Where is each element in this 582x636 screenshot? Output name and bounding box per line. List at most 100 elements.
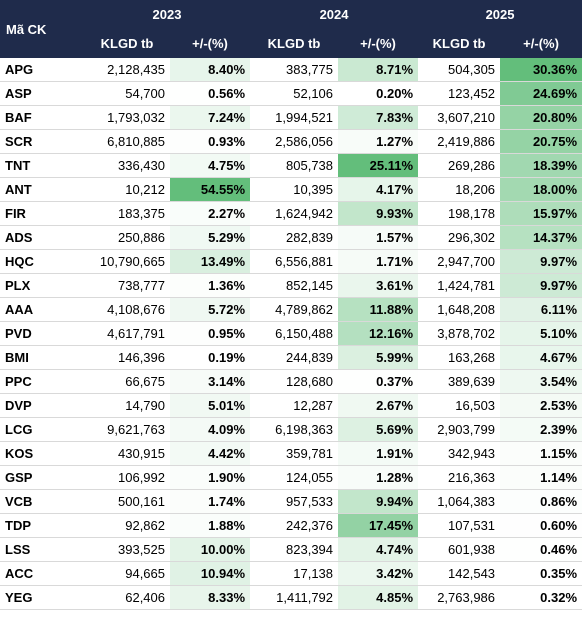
table-body: APG 2,128,435 8.40% 383,775 8.71% 504,305 30.3… (0, 58, 582, 610)
table-row: APG 2,128,435 8.40% 383,775 8.71% 504,305 30.3… (0, 58, 582, 82)
table-row: BAF 1,793,032 7.24% 1,994,521 7.83% 3,607,210… (0, 105, 582, 130)
avg-volume: 383,775 (250, 58, 339, 82)
table-row: KOS 430,915 4.42% 359,781 1.91% 342,943 1.15% (0, 441, 582, 466)
avg-volume: 9,621,763 (84, 417, 170, 442)
stock-code: SCR (0, 129, 84, 154)
table-row: HQC 10,790,665 13.49% 6,556,881 1.71% 2,947,7… (0, 249, 582, 274)
change-percent: 6.11% (500, 297, 582, 322)
avg-volume: 142,543 (418, 561, 501, 586)
table-row: FIR 183,375 2.27% 1,624,942 9.93% 198,178 15.9… (0, 201, 582, 226)
avg-volume: 1,648,208 (418, 297, 501, 322)
stock-code: ADS (0, 225, 84, 250)
stock-code: PVD (0, 321, 84, 346)
change-percent: 15.97% (500, 201, 582, 226)
stock-code: BAF (0, 105, 84, 130)
table-row: TNT 336,430 4.75% 805,738 25.11% 269,286 18.39… (0, 153, 582, 178)
avg-volume: 342,943 (418, 441, 501, 466)
avg-volume: 601,938 (418, 537, 501, 562)
change-percent: 1.71% (338, 249, 419, 274)
avg-volume: 282,839 (250, 225, 339, 250)
avg-volume: 393,525 (84, 537, 170, 562)
avg-volume: 54,700 (84, 81, 170, 106)
avg-volume: 336,430 (84, 153, 170, 178)
change-percent: 3.61% (338, 273, 419, 298)
avg-volume: 106,992 (84, 465, 170, 490)
avg-volume: 198,178 (418, 201, 501, 226)
stock-code: PLX (0, 273, 84, 298)
avg-volume: 805,738 (250, 153, 339, 178)
table-row: ANT 10,212 54.55% 10,395 4.17% 18,206 18.00% (0, 177, 582, 202)
stock-code: VCB (0, 489, 84, 514)
column-header: +/-(%) (338, 29, 419, 58)
avg-volume: 10,790,665 (84, 249, 170, 274)
change-percent: 11.88% (338, 297, 419, 322)
change-percent: 5.01% (170, 393, 251, 418)
avg-volume: 4,617,791 (84, 321, 170, 346)
column-header: +/-(%) (170, 29, 251, 58)
change-percent: 7.24% (170, 105, 251, 130)
change-percent: 4.75% (170, 153, 251, 178)
avg-volume: 1,064,383 (418, 489, 501, 514)
avg-volume: 2,763,986 (418, 585, 501, 610)
change-percent: 9.94% (338, 489, 419, 514)
avg-volume: 6,556,881 (250, 249, 339, 274)
avg-volume: 52,106 (250, 81, 339, 106)
change-percent: 54.55% (170, 177, 251, 202)
stock-code: GSP (0, 465, 84, 490)
stock-code: AAA (0, 297, 84, 322)
change-percent: 1.28% (338, 465, 419, 490)
table-row: LSS 393,525 10.00% 823,394 4.74% 601,938 0.46% (0, 537, 582, 562)
change-percent: 5.10% (500, 321, 582, 346)
avg-volume: 504,305 (418, 58, 501, 82)
table-row: ASP 54,700 0.56% 52,106 0.20% 123,452 24.69% (0, 81, 582, 106)
change-percent: 1.14% (500, 465, 582, 490)
change-percent: 0.19% (170, 345, 251, 370)
change-percent: 3.42% (338, 561, 419, 586)
change-percent: 30.36% (500, 58, 582, 82)
data-table: Mã CK 2023 2024 2025 KLGD tb +/-(%) KLGD tb +… (0, 0, 582, 610)
column-header: +/-(%) (500, 29, 582, 58)
avg-volume: 123,452 (418, 81, 501, 106)
header-row: Mã CK 2023 2024 2025 (0, 0, 582, 58)
change-percent: 2.27% (170, 201, 251, 226)
change-percent: 0.32% (500, 585, 582, 610)
column-header: KLGD tb (84, 29, 170, 58)
change-percent: 0.95% (170, 321, 251, 346)
change-percent: 3.54% (500, 369, 582, 394)
avg-volume: 216,363 (418, 465, 501, 490)
avg-volume: 242,376 (250, 513, 339, 538)
table-row: GSP 106,992 1.90% 124,055 1.28% 216,363 1.14% (0, 465, 582, 490)
change-percent: 4.85% (338, 585, 419, 610)
stock-code: LSS (0, 537, 84, 562)
avg-volume: 2,419,886 (418, 129, 501, 154)
avg-volume: 16,503 (418, 393, 501, 418)
change-percent: 0.86% (500, 489, 582, 514)
avg-volume: 66,675 (84, 369, 170, 394)
avg-volume: 430,915 (84, 441, 170, 466)
avg-volume: 2,586,056 (250, 129, 339, 154)
change-percent: 1.74% (170, 489, 251, 514)
avg-volume: 92,862 (84, 513, 170, 538)
table-row: LCG 9,621,763 4.09% 6,198,363 5.69% 2,903,799… (0, 417, 582, 442)
stock-code: ANT (0, 177, 84, 202)
table-row: PVD 4,617,791 0.95% 6,150,488 12.16% 3,878,70… (0, 321, 582, 346)
change-percent: 4.74% (338, 537, 419, 562)
change-percent: 1.57% (338, 225, 419, 250)
change-percent: 5.29% (170, 225, 251, 250)
change-percent: 5.99% (338, 345, 419, 370)
change-percent: 1.90% (170, 465, 251, 490)
stock-code: FIR (0, 201, 84, 226)
column-header: KLGD tb (250, 29, 339, 58)
change-percent: 20.80% (500, 105, 582, 130)
change-percent: 12.16% (338, 321, 419, 346)
avg-volume: 1,424,781 (418, 273, 501, 298)
stock-code: LCG (0, 417, 84, 442)
change-percent: 8.71% (338, 58, 419, 82)
avg-volume: 146,396 (84, 345, 170, 370)
stock-code: TNT (0, 153, 84, 178)
change-percent: 9.97% (500, 249, 582, 274)
change-percent: 1.36% (170, 273, 251, 298)
change-percent: 0.46% (500, 537, 582, 562)
avg-volume: 3,878,702 (418, 321, 501, 346)
